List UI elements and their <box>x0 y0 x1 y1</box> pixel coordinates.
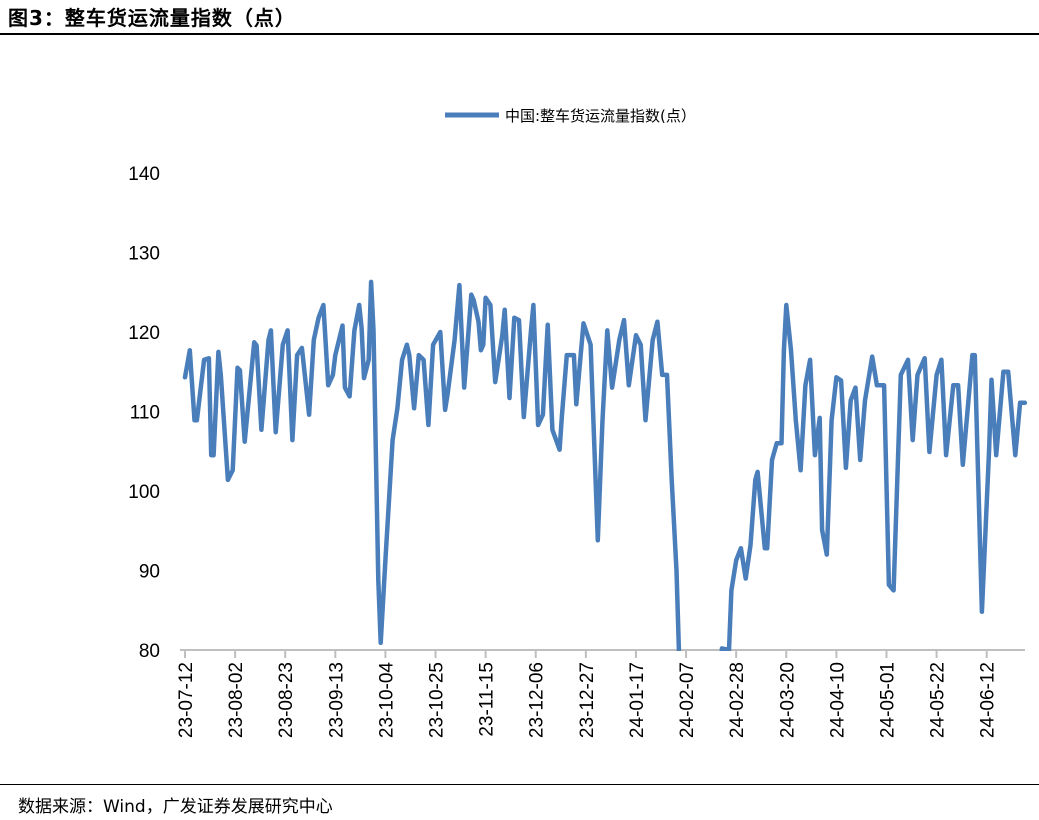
x-tick-label: 23-08-02 <box>226 662 247 738</box>
figure-title: 图3：整车货运流量指数（点） <box>8 6 296 30</box>
y-tick-label: 90 <box>139 562 160 583</box>
x-tick-label: 24-05-01 <box>877 662 898 738</box>
x-tick-label: 23-10-25 <box>427 662 448 738</box>
x-tick-label: 23-12-06 <box>527 662 548 738</box>
y-tick-label: 110 <box>130 403 160 424</box>
top-rule <box>0 33 1039 35</box>
bottom-rule <box>0 784 1039 785</box>
x-tick-label: 24-04-10 <box>827 662 848 738</box>
legend-label: 中国:整车货运流量指数(点） <box>505 107 696 125</box>
y-axis: 80 90 100 110 120 130 140 <box>128 164 160 662</box>
line-chart: 中国:整车货运流量指数(点） 80 90 100 110 120 130 140 23-07… <box>128 107 1028 738</box>
x-tick-label: 23-11-15 <box>477 662 498 737</box>
x-tick-label: 24-02-28 <box>727 662 748 738</box>
x-tick-label: 23-12-27 <box>577 662 598 738</box>
y-tick-label: 130 <box>128 244 160 265</box>
x-tick-label: 23-09-13 <box>326 662 347 738</box>
y-tick-label: 140 <box>128 164 160 185</box>
y-tick-label: 80 <box>139 641 160 662</box>
x-tick-label: 23-08-23 <box>276 662 297 738</box>
x-tick-label: 23-10-04 <box>376 662 397 738</box>
x-tick-label: 24-05-22 <box>928 662 949 738</box>
x-tick-label: 23-07-12 <box>176 662 197 738</box>
series-line <box>182 279 1028 651</box>
x-axis: 23-07-12 23-08-02 23-08-23 23-09-13 23-10-04… <box>176 649 1025 738</box>
x-tick-label: 24-02-07 <box>677 662 698 738</box>
x-tick-label: 24-06-12 <box>978 662 999 738</box>
y-tick-label: 100 <box>128 482 160 503</box>
legend: 中国:整车货运流量指数(点） <box>445 107 696 125</box>
x-tick-label: 24-03-20 <box>777 662 798 738</box>
y-tick-label: 120 <box>128 323 160 344</box>
source-note: 数据来源：Wind，广发证券发展研究中心 <box>18 797 333 817</box>
x-tick-label: 24-01-17 <box>627 662 648 738</box>
